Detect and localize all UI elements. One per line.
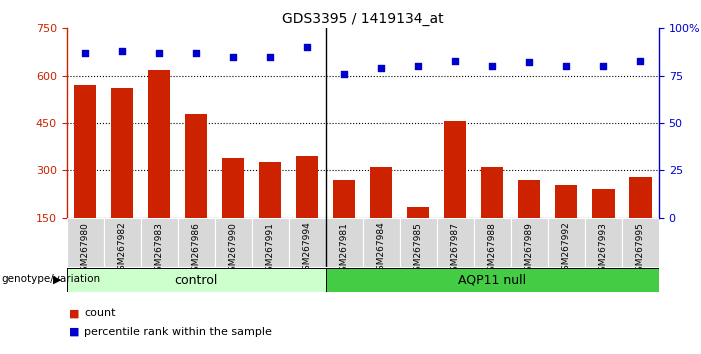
Text: GSM267980: GSM267980: [81, 222, 90, 276]
Bar: [148, 70, 170, 218]
Bar: [437, 218, 474, 267]
Bar: [177, 218, 215, 267]
Text: GSM267981: GSM267981: [340, 222, 349, 276]
Text: GSM267990: GSM267990: [229, 222, 238, 276]
Bar: [511, 218, 548, 267]
Point: [376, 65, 387, 71]
Bar: [74, 85, 96, 218]
Text: GSM267983: GSM267983: [155, 222, 163, 276]
Bar: [326, 218, 363, 267]
Bar: [555, 184, 578, 218]
Text: ■: ■: [69, 308, 79, 318]
Bar: [548, 218, 585, 267]
Bar: [407, 207, 430, 218]
Bar: [400, 218, 437, 267]
Text: GSM267982: GSM267982: [118, 222, 127, 276]
Text: GSM267985: GSM267985: [414, 222, 423, 276]
Text: count: count: [84, 308, 116, 318]
Point: [635, 58, 646, 63]
Bar: [444, 121, 466, 218]
Bar: [141, 218, 177, 267]
Bar: [333, 180, 355, 218]
Text: GSM267994: GSM267994: [303, 222, 312, 276]
Text: GSM267988: GSM267988: [488, 222, 497, 276]
Point: [191, 50, 202, 56]
Bar: [185, 114, 207, 218]
Bar: [585, 218, 622, 267]
Point: [154, 50, 165, 56]
Bar: [222, 158, 244, 218]
Point: [79, 50, 90, 56]
Point: [413, 63, 424, 69]
Text: GSM267984: GSM267984: [376, 222, 386, 276]
Bar: [481, 167, 503, 218]
Point: [524, 59, 535, 65]
Bar: [252, 218, 289, 267]
Bar: [104, 218, 141, 267]
Text: GSM267992: GSM267992: [562, 222, 571, 276]
Text: percentile rank within the sample: percentile rank within the sample: [84, 327, 272, 337]
Text: control: control: [175, 274, 218, 286]
Bar: [289, 218, 326, 267]
Bar: [474, 218, 511, 267]
Bar: [296, 156, 318, 218]
Text: ▶: ▶: [53, 274, 62, 284]
Point: [486, 63, 498, 69]
Point: [598, 63, 609, 69]
Text: ■: ■: [69, 327, 79, 337]
Title: GDS3395 / 1419134_at: GDS3395 / 1419134_at: [282, 12, 444, 26]
Text: GSM267987: GSM267987: [451, 222, 460, 276]
Bar: [111, 88, 133, 218]
Text: AQP11 null: AQP11 null: [458, 274, 526, 286]
Bar: [67, 218, 104, 267]
Point: [228, 54, 239, 59]
Bar: [363, 218, 400, 267]
Bar: [518, 180, 540, 218]
Text: GSM267993: GSM267993: [599, 222, 608, 276]
Text: genotype/variation: genotype/variation: [1, 274, 100, 284]
Point: [450, 58, 461, 63]
Bar: [67, 268, 326, 292]
Point: [264, 54, 275, 59]
Text: GSM267991: GSM267991: [266, 222, 275, 276]
Text: GSM267995: GSM267995: [636, 222, 645, 276]
Bar: [215, 218, 252, 267]
Bar: [259, 162, 281, 218]
Point: [561, 63, 572, 69]
Bar: [326, 268, 659, 292]
Bar: [629, 177, 651, 218]
Point: [339, 71, 350, 76]
Point: [116, 48, 128, 54]
Text: GSM267989: GSM267989: [525, 222, 534, 276]
Point: [301, 45, 313, 50]
Bar: [370, 167, 393, 218]
Bar: [592, 189, 615, 218]
Bar: [622, 218, 659, 267]
Text: GSM267986: GSM267986: [191, 222, 200, 276]
